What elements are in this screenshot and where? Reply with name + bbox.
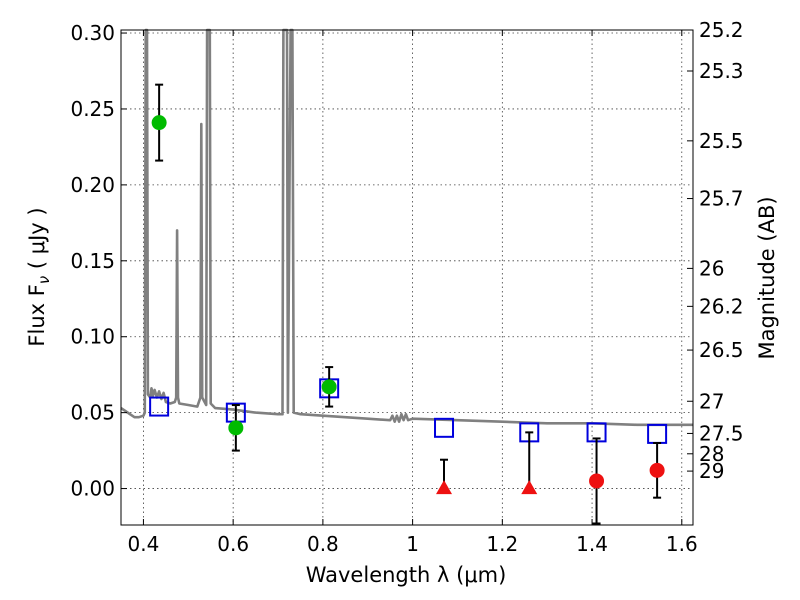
model-spectrum-line [120,28,693,427]
y2-tick-label: 28 [699,442,724,466]
y-tick-label: 0.00 [70,477,115,501]
data-point-circle [649,462,665,478]
data-point-circle [151,115,167,131]
x-tick-label: 1.4 [576,532,608,556]
data-point-circle [321,379,337,395]
y2-tick-label: 25.2 [699,18,744,42]
y2-axis-title: Magnitude (AB) [755,196,779,359]
model-flux-square [149,396,170,417]
y-axis-title-unit: ( μJy ) [25,207,49,275]
y-axis-title: Flux Fν ( μJy ) [25,207,53,346]
x-tick-label: 0.4 [128,532,160,556]
grid-lines [121,30,693,525]
y2-tick-label: 26.5 [699,338,744,362]
y-tick-label: 0.10 [70,325,115,349]
x-tick-label: 0.8 [307,532,339,556]
x-tick-label: 1.6 [666,532,698,556]
y2-tick-label: 25.3 [699,59,744,83]
axis-ticks: 0.4 0.6 0.8 1 1.2 1.4 1.6 0.00 0.05 0.10 0.15 0.20 0… [70,18,743,556]
y2-tick-label: 27.5 [699,421,744,445]
y2-tick-label: 27 [699,389,724,413]
y2-tick-label: 29 [699,459,724,483]
y2-tick-label: 25.7 [699,187,744,211]
y-tick-label: 0.20 [70,173,115,197]
upper-limit-triangle [521,480,538,495]
model-flux-square [647,423,668,444]
upper-limit-triangle [436,480,453,495]
y-tick-label: 0.30 [70,21,115,45]
data-series [120,28,693,525]
y-tick-label: 0.05 [70,401,115,425]
plot-frame [120,29,694,526]
y2-tick-label: 26.2 [699,294,744,318]
x-axis-title: Wavelength λ (μm) [306,563,507,587]
x-tick-label: 1.2 [486,532,518,556]
y-tick-label: 0.15 [70,249,115,273]
y-tick-label: 0.25 [70,97,115,121]
x-tick-label: 1 [406,532,419,556]
y2-tick-label: 26 [699,256,724,280]
x-tick-label: 0.6 [217,532,249,556]
data-point-circle [228,420,244,436]
data-point-circle [589,473,605,489]
y2-tick-label: 25.5 [699,129,744,153]
y-axis-title-subscript: ν [35,276,53,284]
model-flux-square [434,417,455,438]
